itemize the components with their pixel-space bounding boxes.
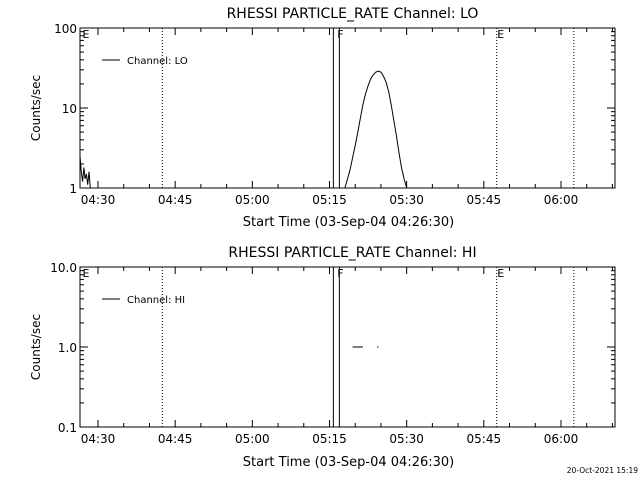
x-tick-label: 04:45 — [158, 432, 193, 446]
chart-title: RHESSI PARTICLE_RATE Channel: LO — [227, 6, 479, 22]
data-series-line — [79, 156, 91, 189]
legend-label: Channel: HI — [127, 295, 185, 306]
event-marker-label: E — [83, 28, 90, 41]
legend-label: Channel: LO — [127, 56, 188, 67]
y-axis-label: Counts/sec — [29, 314, 43, 380]
x-tick-label: 05:00 — [235, 193, 270, 207]
data-series-line — [344, 70, 408, 189]
x-tick-label: 05:00 — [235, 432, 270, 446]
x-tick-label: 05:45 — [467, 193, 502, 207]
event-marker-label: E — [497, 267, 504, 280]
x-tick-label: 05:30 — [389, 193, 424, 207]
x-axis-label: Start Time (03-Sep-04 04:26:30) — [243, 215, 454, 230]
event-marker-label: E — [497, 28, 504, 41]
footer-timestamp: 20-Oct-2021 15:19 — [566, 466, 638, 475]
plot-frame — [79, 27, 616, 189]
event-marker-label: F — [337, 28, 343, 41]
x-tick-label: 06:00 — [544, 193, 579, 207]
y-tick-label: 100 — [54, 22, 77, 36]
y-tick-label: 1 — [69, 182, 77, 196]
x-tick-label: 05:30 — [389, 432, 424, 446]
x-axis-label: Start Time (03-Sep-04 04:26:30) — [243, 455, 454, 470]
x-tick-label: 05:45 — [467, 432, 502, 446]
x-tick-label: 06:00 — [544, 432, 579, 446]
chart-panel-1: RHESSI PARTICLE_RATE Channel: LO E F E 04:30… — [29, 6, 616, 230]
y-tick-label: 10 — [62, 102, 77, 116]
x-tick-label: 04:30 — [81, 432, 116, 446]
plot-frame — [79, 266, 616, 428]
chart-title: RHESSI PARTICLE_RATE Channel: HI — [228, 245, 476, 261]
x-tick-label: 05:15 — [312, 193, 347, 207]
chart-panel-2: RHESSI PARTICLE_RATE Channel: HI E F E 04:30… — [29, 245, 616, 470]
x-tick-label: 04:30 — [81, 193, 116, 207]
y-tick-label: 0.1 — [58, 421, 77, 435]
y-tick-label: 1.0 — [58, 341, 77, 355]
x-tick-label: 04:45 — [158, 193, 193, 207]
y-axis-label: Counts/sec — [29, 75, 43, 141]
event-marker-label: E — [83, 267, 90, 280]
y-tick-label: 10.0 — [50, 261, 77, 275]
x-tick-label: 05:15 — [312, 432, 347, 446]
event-marker-label: F — [337, 267, 343, 280]
